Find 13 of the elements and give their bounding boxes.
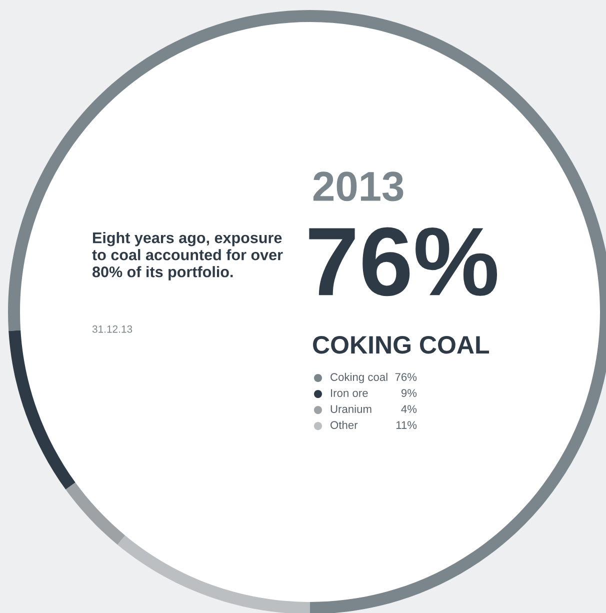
text: 2013 [313, 172, 404, 202]
legend-label: Uranium [330, 404, 372, 413]
data-label: 4% [401, 405, 417, 413]
text: 31.12.13 [92, 325, 132, 333]
text: Eight years ago, exposure to coal accounted for over 80% of its portfolio. [92, 232, 283, 280]
legend-label: Other [330, 420, 358, 429]
data-label: 11% [396, 421, 417, 429]
text: COKING COAL [313, 336, 490, 354]
legend-label: Iron ore [331, 389, 368, 397]
data-label: 76% [395, 373, 417, 381]
legend-label: Coking coal [330, 372, 388, 384]
data-label: 9% [401, 389, 417, 397]
text: 76% [309, 227, 498, 296]
